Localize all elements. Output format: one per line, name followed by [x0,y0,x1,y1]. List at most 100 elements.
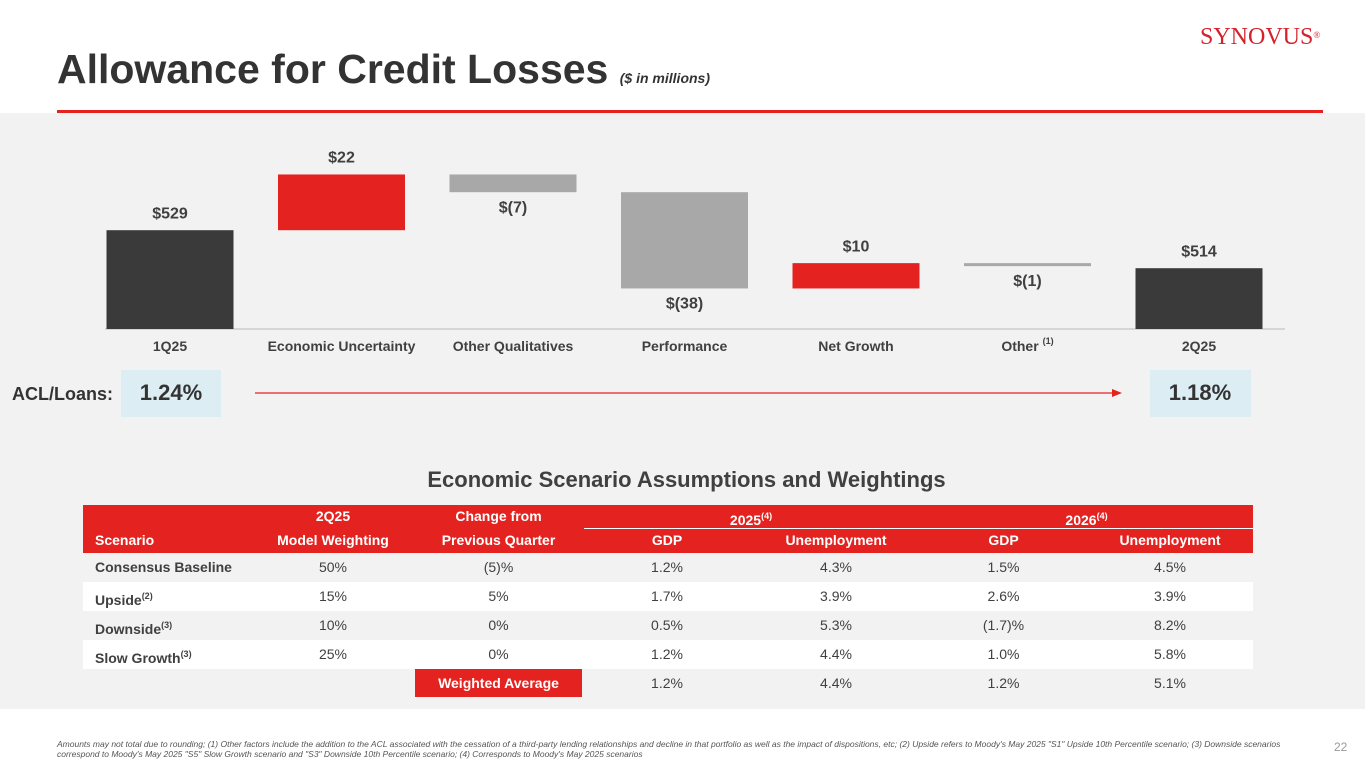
table-title: Economic Scenario Assumptions and Weight… [427,467,946,492]
cell: 0% [488,617,509,633]
scenario: Slow Growth [95,650,181,666]
cell: 4.4% [820,675,852,691]
row-name: Slow Growth(3) [95,640,192,669]
cell: (5)% [483,559,514,575]
category: Other Qualitatives [453,338,574,354]
logo-text: SYNOVUS [1200,24,1314,50]
cell: (1.7)% [982,617,1025,633]
value-label: $(38) [666,296,703,313]
acl-end: 1.18% [1169,380,1231,405]
header-cell: 2025(4) [582,505,920,528]
scenario: Upside [95,592,142,608]
value-label: $514 [1181,243,1217,260]
cell: 1.2% [651,646,683,662]
cell: 10% [318,617,348,633]
header-cell: 2026(4) [920,505,1253,528]
row-name: Upside(2) [95,582,153,611]
bar [449,174,577,193]
row-name: Consensus Baseline [95,553,232,582]
category-note: (1) [1043,336,1054,346]
header-rule [584,528,1253,529]
logo: SYNOVUS® [1200,24,1320,51]
chart: $529 1Q25 $22 Economic Uncertainty $(7) Other… [12,150,1285,417]
header-bg [83,505,1253,553]
cell: 5.8% [1154,646,1186,662]
cell: 1.7% [651,588,683,604]
cell: 3.9% [820,588,852,604]
category: 1Q25 [153,338,187,354]
category: Performance [642,338,728,354]
header-cell: Model Weighting [277,532,389,548]
x-tick-label: Other (1) [1001,336,1053,353]
row-bg [83,640,1253,669]
category: Economic Uncertainty [268,338,416,354]
value-label: $(1) [1013,273,1041,290]
x-tick-label: 1Q25 [153,338,187,354]
cell: 1.0% [987,646,1020,662]
header-cell: Scenario [95,532,155,548]
cell: 15% [318,588,348,604]
scenario: Downside [95,621,162,637]
header-cell: 2Q25 [315,508,351,524]
row-name: Downside(3) [95,611,172,640]
logo-mark: ® [1313,30,1321,40]
category: Net Growth [818,338,893,354]
footnote: Amounts may not total due to rounding; (… [57,739,1281,759]
header-note: (4) [1096,511,1108,521]
bar [964,263,1091,267]
category: 2Q25 [1182,338,1216,354]
arrow-head [1112,389,1122,397]
x-tick-label: 2Q25 [1182,338,1216,354]
cell: 50% [318,559,348,575]
cell: 4.4% [820,646,852,662]
cell: 5.1% [1154,675,1186,691]
cell: 3.9% [1154,588,1186,604]
bar [106,230,234,329]
bar [278,174,405,231]
subtitle: ($ in millions) [619,70,710,86]
header-cell: Previous Quarter [441,532,556,548]
cell: 25% [318,646,348,662]
cell: 5% [488,588,509,604]
title-text: Allowance for Credit Losses [57,46,609,92]
cell: 1.2% [987,675,1020,691]
scenario-note: (3) [180,649,192,659]
cell: 4.3% [820,559,852,575]
cell: 1.2% [651,559,683,575]
x-tick-label: Performance [642,338,728,354]
cell: 1.5% [987,559,1020,575]
cell: 2.6% [987,588,1020,604]
cell: 0.5% [651,617,683,633]
acl-box [1150,370,1251,417]
title-rule [57,110,1323,113]
cell: 1.2% [651,675,683,691]
cell: 8.2% [1154,617,1186,633]
row-bg [83,582,1253,611]
scenario: Consensus Baseline [95,559,232,575]
value-label: $529 [152,205,188,222]
acl-label: ACL/Loans: [12,384,113,404]
category: Other [1001,338,1039,354]
cell: 5.3% [820,617,852,633]
bar [621,192,748,289]
bar [1135,268,1263,329]
header-year: 2025 [729,512,762,528]
header-cell: GDP [988,532,1019,548]
header-cell: Unemployment [1119,532,1221,548]
header-cell: Change from [455,508,542,524]
cell: 0% [488,646,509,662]
value-label: $(7) [499,199,527,216]
cell: 4.5% [1154,559,1186,575]
header-cell: Unemployment [785,532,887,548]
scenario-note: (2) [141,591,153,601]
acl-box [121,370,221,417]
scenario-note: (3) [161,620,173,630]
value-label: $22 [328,150,355,167]
weighted-label: Weighted Average [415,669,582,697]
acl-start: 1.24% [140,380,202,405]
header-note: (4) [761,511,773,521]
header-cell: GDP [651,532,683,548]
header-year: 2026 [1065,512,1097,528]
